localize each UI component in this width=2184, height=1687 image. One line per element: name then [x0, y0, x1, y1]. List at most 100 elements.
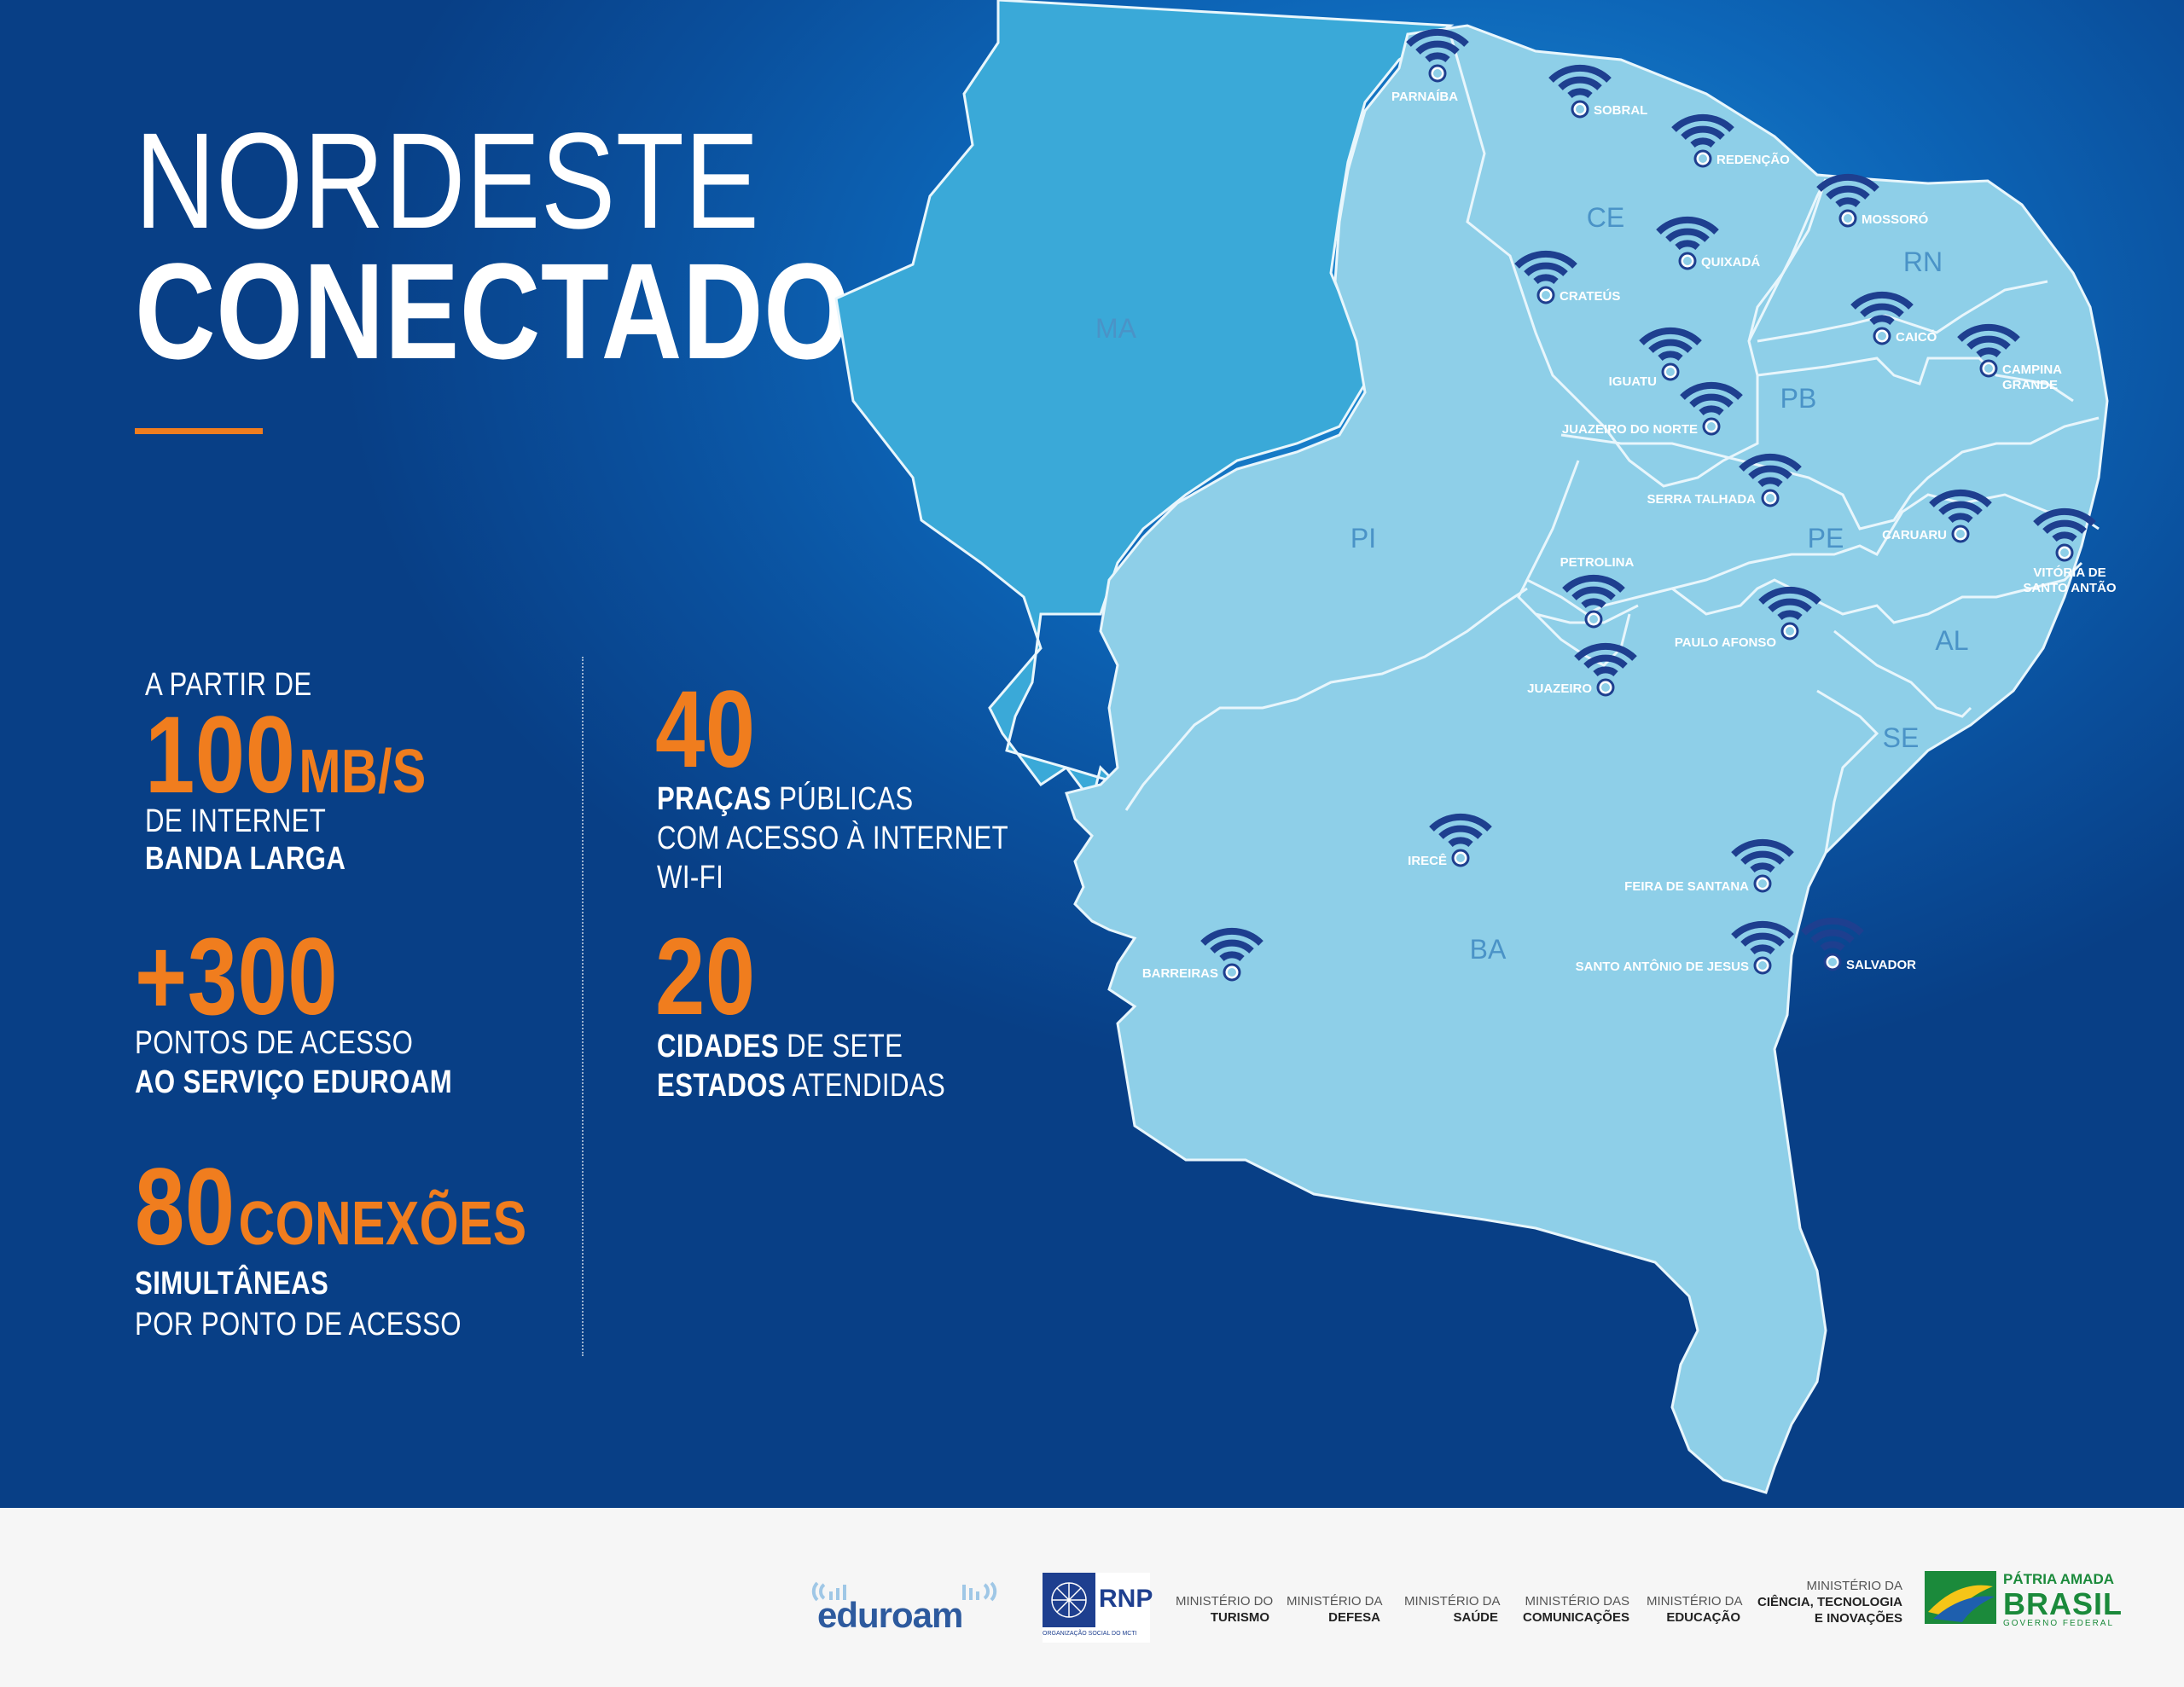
city-label: CAMPINA	[2002, 362, 2062, 377]
city-label: CAICÓ	[1896, 329, 1937, 345]
stat-speed-number: 100	[145, 694, 296, 816]
stat-squares-line-1-rest: PÚBLICAS	[771, 781, 914, 817]
ministry-ciencia-bottom: CIÊNCIA, TECNOLOGIA	[1757, 1595, 1903, 1609]
ministry-saude-bottom: SAÚDE	[1453, 1610, 1498, 1625]
title-underline	[135, 428, 263, 434]
state-label-pb: PB	[1780, 383, 1817, 414]
stat-cities-number: 20	[655, 916, 756, 1038]
city-marker-juazeiro: JUAZEIRO	[1527, 646, 1635, 696]
city-label: IRECÊ	[1408, 853, 1447, 868]
stat-connections-line-2: POR PONTO DE ACESSO	[135, 1307, 462, 1342]
city-marker-irec-: IRECÊ	[1408, 817, 1490, 868]
city-label: SALVADOR	[1846, 958, 1916, 972]
stat-squares-line-3: WI-FI	[657, 860, 724, 896]
stat-speed-value: 100 MB/S	[145, 701, 427, 810]
city-label: SANTO ANTÃO	[2023, 580, 2117, 595]
city-marker-parna-ba: PARNAÍBA	[1391, 32, 1467, 104]
city-label: SANTO ANTÔNIO DE JESUS	[1576, 959, 1749, 974]
footer: eduroam RNP ORGANIZAÇÃO SOCIAL DO MCTI M…	[0, 1508, 2184, 1687]
state-label-ma: MA	[1095, 313, 1137, 344]
stat-access-points-number: +300	[135, 916, 339, 1038]
city-label: BARREIRAS	[1142, 966, 1218, 981]
city-label: FEIRA DE SANTANA	[1624, 879, 1749, 894]
city-label: SOBRAL	[1594, 103, 1647, 118]
city-label: REDENÇÃO	[1716, 152, 1790, 167]
city-label: CRATEÚS	[1560, 288, 1620, 304]
stat-cities-line-1: CIDADES DE SETE	[657, 1027, 903, 1066]
ministry-saude: MINISTÉRIO DA SAÚDE	[1404, 1593, 1501, 1626]
city-marker-petrolina: PETROLINA	[1560, 555, 1634, 627]
city-label: GRANDE	[2002, 378, 2058, 392]
stat-speed-prefix: A PARTIR DE	[145, 667, 312, 703]
ministry-turismo: MINISTÉRIO DO TURISMO	[1176, 1593, 1273, 1626]
city-marker-paulo-afonso: PAULO AFONSO	[1675, 590, 1819, 650]
ministry-turismo-bottom: TURISMO	[1210, 1610, 1269, 1625]
rnp-wordmark: RNP	[1099, 1585, 1153, 1613]
stat-cities-line-2-rest: ATENDIDAS	[786, 1068, 946, 1104]
ministry-educacao: MINISTÉRIO DA EDUCAÇÃO	[1647, 1593, 1743, 1626]
title-line-2: CONECTADO	[135, 235, 851, 387]
ministry-defesa-top: MINISTÉRIO DA	[1287, 1594, 1383, 1609]
ministry-ciencia-bottom-2: E INOVAÇÕES	[1814, 1611, 1902, 1626]
stat-squares-number: 40	[655, 669, 756, 791]
ministry-educacao-top: MINISTÉRIO DA	[1647, 1594, 1743, 1609]
stat-squares-line-2: COM ACESSO À INTERNET	[657, 820, 1009, 856]
state-label-pi: PI	[1350, 523, 1376, 554]
city-marker-caruaru: CARUARU	[1882, 493, 1989, 542]
eduroam-wordmark: eduroam	[817, 1595, 963, 1635]
stat-cities-line-1-bold: CIDADES	[657, 1029, 780, 1064]
eduroam-logo: eduroam	[810, 1569, 998, 1638]
city-marker-santo-ant-nio-de-jesus: SANTO ANTÔNIO DE JESUS	[1576, 925, 1792, 974]
ministry-saude-top: MINISTÉRIO DA	[1404, 1594, 1501, 1609]
northeast-body-shape	[1065, 24, 2109, 1494]
city-label: JUAZEIRO	[1527, 681, 1592, 696]
ministry-comunicacoes-bottom: COMUNICAÇÕES	[1522, 1610, 1629, 1625]
city-marker-barreiras: BARREIRAS	[1142, 931, 1261, 981]
city-marker-sobral: SOBRAL	[1551, 68, 1647, 118]
stat-squares-line-1: PRAÇAS PÚBLICAS	[657, 780, 914, 819]
city-label: PAULO AFONSO	[1675, 635, 1776, 650]
state-label-se: SE	[1883, 722, 1920, 753]
rnp-globe-icon	[1043, 1573, 1095, 1627]
city-label: JUAZEIRO DO NORTE	[1562, 422, 1698, 437]
stat-access-points-line-1: PONTOS DE ACESSO	[135, 1025, 414, 1061]
state-label-ce: CE	[1587, 202, 1624, 233]
state-label-pe: PE	[1808, 523, 1844, 554]
city-marker-mossor-: MOSSORÓ	[1819, 177, 1929, 227]
stat-cities-line-1-rest: DE SETE	[779, 1029, 903, 1064]
rnp-logo: RNP ORGANIZAÇÃO SOCIAL DO MCTI	[1043, 1573, 1153, 1643]
stat-cities-line-2: ESTADOS ATENDIDAS	[657, 1066, 945, 1105]
city-label: IGUATU	[1609, 374, 1657, 389]
stat-connections-unit: CONEXÕES	[238, 1190, 527, 1258]
state-label-ba: BA	[1470, 934, 1507, 965]
ministry-turismo-top: MINISTÉRIO DO	[1176, 1594, 1274, 1609]
state-label-rn: RN	[1903, 246, 1943, 277]
rnp-subtitle: ORGANIZAÇÃO SOCIAL DO MCTI	[1043, 1631, 1137, 1637]
city-marker-feira-de-santana: FEIRA DE SANTANA	[1624, 843, 1792, 894]
city-marker-crate-s: CRATEÚS	[1517, 254, 1620, 304]
title-line-1: NORDESTE	[135, 104, 760, 257]
ministry-defesa-bottom: DEFESA	[1328, 1610, 1380, 1625]
stat-connections-line-1: SIMULTÂNEAS	[135, 1266, 329, 1301]
stat-cities-line-2-bold: ESTADOS	[657, 1068, 787, 1104]
city-marker-reden-o: REDENÇÃO	[1674, 118, 1790, 167]
city-marker-quixad-: QUIXADÁ	[1658, 220, 1760, 270]
gov-brasil-logo: PÁTRIA AMADA BRASIL GOVERNO FEDERAL	[1925, 1569, 2126, 1629]
city-marker-salvador: SALVADOR	[1804, 921, 1916, 972]
stat-connections-value: 80 CONEXÕES	[135, 1153, 527, 1262]
ministry-defesa: MINISTÉRIO DA DEFESA	[1287, 1593, 1383, 1626]
city-label: MOSSORÓ	[1862, 212, 1929, 227]
gov-line-3: GOVERNO FEDERAL	[2003, 1619, 2115, 1628]
city-marker-juazeiro-do-norte: JUAZEIRO DO NORTE	[1562, 386, 1740, 437]
city-label: QUIXADÁ	[1701, 255, 1760, 270]
city-marker-serra-talhada: SERRA TALHADA	[1647, 457, 1800, 507]
ministry-ciencia: MINISTÉRIO DA CIÊNCIA, TECNOLOGIA E INOVAÇ…	[1757, 1578, 1902, 1626]
city-label: PARNAÍBA	[1391, 90, 1458, 104]
city-marker-iguatu: IGUATU	[1609, 331, 1699, 389]
stat-connections-number: 80	[135, 1146, 235, 1268]
city-label: VITÓRIA DE	[2033, 565, 2106, 580]
stat-speed-line-1: DE INTERNET	[145, 803, 327, 839]
ministry-comunicacoes: MINISTÉRIO DAS COMUNICAÇÕES	[1519, 1593, 1629, 1626]
